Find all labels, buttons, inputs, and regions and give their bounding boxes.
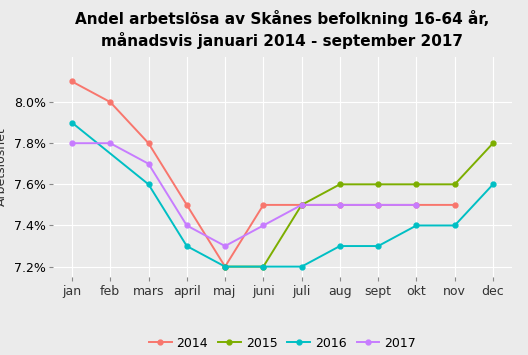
2016	[298, 264, 305, 269]
2014	[413, 203, 420, 207]
2017	[184, 223, 190, 228]
2017	[145, 162, 152, 166]
2014	[222, 264, 228, 269]
2017	[107, 141, 114, 145]
2017	[337, 203, 343, 207]
2015	[413, 182, 420, 186]
2017	[298, 203, 305, 207]
2016	[375, 244, 381, 248]
2017	[260, 223, 267, 228]
2016	[337, 244, 343, 248]
2014	[260, 203, 267, 207]
2014	[337, 203, 343, 207]
Line: 2017: 2017	[70, 141, 419, 248]
Line: 2016: 2016	[70, 120, 495, 269]
Line: 2015: 2015	[223, 141, 495, 269]
2015	[298, 203, 305, 207]
2016	[451, 223, 458, 228]
2016	[222, 264, 228, 269]
Title: Andel arbetslösa av Skånes befolkning 16-64 år,
månadsvis januari 2014 - septemb: Andel arbetslösa av Skånes befolkning 16…	[76, 11, 489, 49]
2014	[145, 141, 152, 145]
2016	[413, 223, 420, 228]
2014	[375, 203, 381, 207]
2014	[69, 80, 75, 84]
2014	[107, 100, 114, 104]
2017	[413, 203, 420, 207]
2017	[69, 141, 75, 145]
2015	[375, 182, 381, 186]
2015	[222, 264, 228, 269]
2014	[184, 203, 190, 207]
2014	[298, 203, 305, 207]
2016	[260, 264, 267, 269]
2016	[69, 120, 75, 125]
2015	[337, 182, 343, 186]
Legend: 2014, 2015, 2016, 2017: 2014, 2015, 2016, 2017	[144, 332, 421, 355]
2017	[375, 203, 381, 207]
2016	[184, 244, 190, 248]
2016	[145, 182, 152, 186]
2015	[490, 141, 496, 145]
Y-axis label: Arbetslöshet: Arbetslöshet	[0, 127, 8, 206]
2014	[451, 203, 458, 207]
2017	[222, 244, 228, 248]
Line: 2014: 2014	[70, 79, 457, 269]
2015	[260, 264, 267, 269]
2015	[451, 182, 458, 186]
2016	[490, 182, 496, 186]
